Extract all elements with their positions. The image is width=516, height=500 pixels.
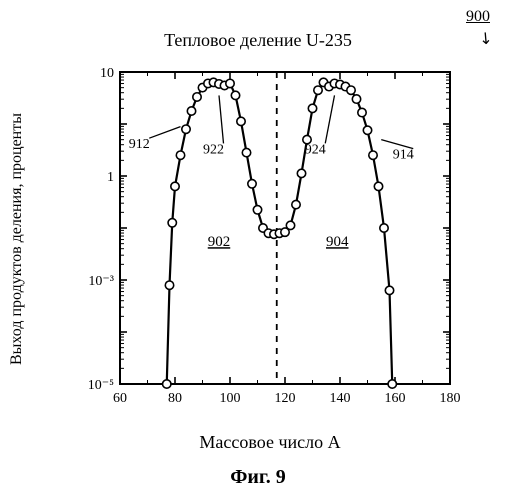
- data-marker: [314, 86, 322, 94]
- data-marker: [242, 148, 250, 156]
- data-marker: [292, 200, 300, 208]
- callout-label: 914: [393, 148, 414, 163]
- data-marker: [286, 221, 294, 229]
- region-label: 904: [326, 234, 349, 250]
- data-marker: [369, 151, 377, 159]
- data-marker: [182, 125, 190, 133]
- data-marker: [385, 286, 393, 294]
- data-marker: [297, 169, 305, 177]
- x-tick-label: 160: [385, 391, 406, 406]
- callout-label: 924: [305, 142, 326, 157]
- callout-label: 922: [203, 142, 224, 157]
- x-tick-label: 120: [275, 391, 296, 406]
- chart-plot: 10⁻⁵ 10⁻³ 1 10 60 80 100 120 140 160 180 902 904 912 9…: [80, 66, 460, 412]
- x-tick-label: 100: [220, 391, 241, 406]
- data-marker: [171, 182, 179, 190]
- callout-label: 912: [129, 137, 150, 152]
- y-tick-label: 1: [107, 170, 114, 185]
- data-marker: [187, 107, 195, 115]
- data-marker: [176, 151, 184, 159]
- data-marker: [193, 93, 201, 101]
- data-marker: [347, 86, 355, 94]
- data-marker: [165, 281, 173, 289]
- data-marker: [363, 126, 371, 134]
- figure-page: 900 ↘ Тепловое деление U-235 Выход проду…: [0, 0, 516, 500]
- data-marker: [308, 104, 316, 112]
- y-tick-label: 10⁻³: [88, 274, 114, 289]
- region-label: 902: [208, 234, 231, 250]
- data-marker: [248, 180, 256, 188]
- data-marker: [226, 79, 234, 87]
- x-axis-label: Массовое число А: [80, 432, 460, 453]
- data-marker: [237, 117, 245, 125]
- x-tick-label: 60: [113, 391, 127, 406]
- chart-title: Тепловое деление U-235: [0, 30, 516, 51]
- data-marker: [352, 95, 360, 103]
- chart-svg: 10⁻⁵ 10⁻³ 1 10 60 80 100 120 140 160 180 902 904 912 9…: [80, 66, 460, 412]
- data-marker: [380, 224, 388, 232]
- data-marker: [358, 108, 366, 116]
- data-marker: [231, 91, 239, 99]
- figure-number-top: 900: [466, 8, 490, 26]
- x-tick-label: 80: [168, 391, 182, 406]
- y-tick-label: 10⁻⁵: [88, 378, 114, 393]
- data-marker: [168, 219, 176, 227]
- y-tick-label: 10: [100, 66, 114, 81]
- figure-caption: Фиг. 9: [0, 466, 516, 489]
- x-tick-label: 140: [330, 391, 351, 406]
- x-tick-label: 180: [440, 391, 461, 406]
- data-marker: [253, 206, 261, 214]
- data-marker: [163, 380, 171, 388]
- data-marker: [374, 182, 382, 190]
- data-marker: [388, 380, 396, 388]
- y-axis-label: Выход продуктов деления, проценты: [8, 66, 32, 412]
